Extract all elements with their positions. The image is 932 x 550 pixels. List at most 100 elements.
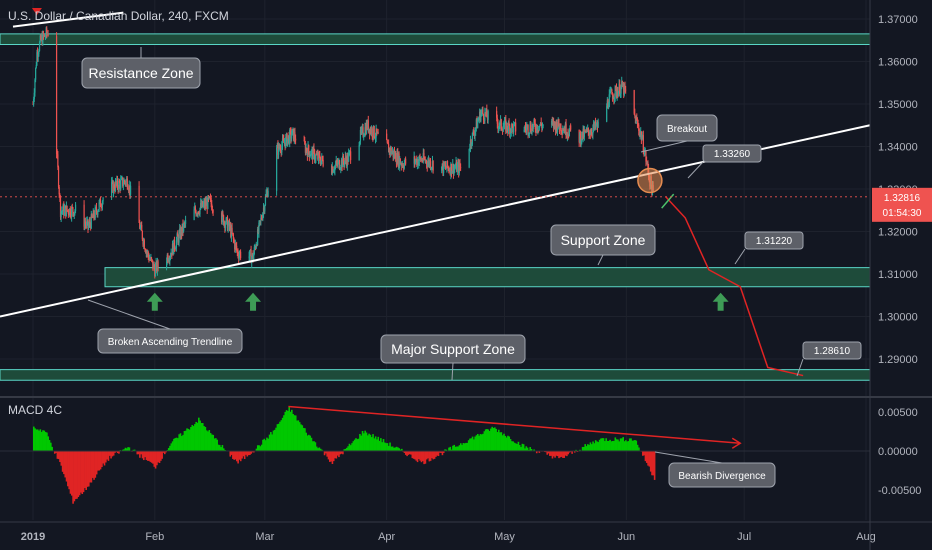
candle-body: [587, 128, 589, 130]
candle-body: [249, 250, 251, 257]
candle-body: [473, 131, 475, 135]
macd-bar: [127, 447, 129, 451]
candle-body: [276, 144, 278, 148]
macd-bar: [245, 451, 247, 455]
macd-bar: [65, 451, 68, 482]
macd-bar: [272, 430, 275, 451]
macd-bar: [457, 446, 459, 451]
macd-bar: [186, 428, 188, 451]
macd-bar: [444, 449, 446, 451]
candle-body: [248, 256, 250, 259]
macd-bar: [507, 435, 509, 451]
candle-body: [221, 212, 223, 223]
candle-body: [310, 155, 312, 157]
candle-body: [445, 167, 447, 169]
candle-body: [334, 165, 336, 171]
x-tick-label: Jul: [737, 531, 751, 543]
candle-body: [430, 167, 432, 169]
candle-body: [606, 100, 608, 107]
macd-bar: [497, 429, 500, 451]
macd-bar: [351, 443, 353, 451]
macd-bar: [594, 440, 597, 451]
macd-bar: [513, 442, 516, 451]
candle-body: [94, 207, 96, 219]
candle-body: [424, 158, 426, 160]
macd-bar: [433, 451, 436, 459]
macd-bar: [361, 431, 364, 451]
candle-body: [391, 152, 393, 155]
macd-bar: [195, 421, 198, 451]
macd-bar: [218, 445, 221, 451]
candle-body: [304, 143, 307, 153]
macd-bar: [406, 451, 408, 457]
candle-body: [236, 250, 238, 252]
candle-body: [235, 243, 237, 246]
candle-body: [481, 109, 483, 112]
macd-bar: [479, 434, 482, 451]
candle-body: [395, 161, 398, 164]
candle-body: [336, 160, 338, 163]
macd-bar: [84, 451, 86, 489]
candle-body: [482, 109, 484, 115]
macd-bar: [559, 451, 562, 458]
candle-body: [562, 130, 565, 132]
candle-body: [450, 163, 453, 174]
macd-bar: [59, 451, 61, 463]
candle-body: [374, 137, 377, 139]
candle-body: [121, 177, 123, 179]
candle-body: [346, 160, 348, 167]
candle-body: [642, 135, 644, 138]
candle-body: [367, 120, 369, 129]
candle-body: [129, 185, 132, 195]
candle-body: [93, 217, 96, 219]
macd-bar: [184, 430, 187, 451]
candle-body: [338, 160, 341, 170]
y-tick-label: 1.34000: [878, 142, 918, 154]
zone-band: [0, 369, 871, 381]
macd-bar: [602, 438, 605, 451]
candle-body: [313, 147, 315, 151]
candle-body: [606, 106, 608, 122]
macd-bar: [504, 435, 507, 451]
macd-bar: [229, 451, 232, 457]
candle-body: [97, 209, 100, 212]
candle-body: [460, 167, 462, 169]
candle-body: [523, 130, 525, 132]
macd-bar: [558, 451, 560, 459]
macd-bar: [648, 451, 651, 467]
candle-body: [564, 123, 567, 134]
candle-body: [638, 125, 640, 131]
macd-bar: [302, 427, 305, 451]
candle-body: [405, 158, 407, 164]
x-tick-label: Aug: [856, 531, 876, 543]
candle-body: [588, 131, 590, 136]
macd-bar: [562, 451, 564, 458]
macd-bar: [285, 410, 288, 451]
macd-bar: [39, 429, 42, 451]
candle-body: [129, 185, 131, 195]
candle-body: [61, 210, 63, 212]
candle-body: [535, 129, 537, 132]
macd-bar: [149, 451, 152, 462]
candle-body: [59, 197, 62, 217]
candle-body: [149, 258, 151, 260]
macd-bar: [199, 420, 201, 451]
candle-body: [453, 168, 455, 174]
macd-bar: [251, 451, 254, 453]
candle-body: [531, 125, 533, 134]
candle-body: [203, 201, 205, 205]
candle-body: [322, 159, 324, 166]
candle-body: [585, 129, 587, 133]
candle-body: [633, 90, 635, 114]
macd-bar: [584, 444, 587, 451]
candle-body: [264, 196, 267, 206]
candle-body: [363, 136, 365, 138]
macd-bar: [349, 445, 352, 451]
candle-body: [418, 155, 420, 162]
candle-body: [414, 156, 416, 163]
candle-body: [119, 182, 121, 189]
candle-body: [260, 217, 262, 221]
candle-body: [360, 129, 362, 133]
macd-bar: [381, 442, 383, 451]
